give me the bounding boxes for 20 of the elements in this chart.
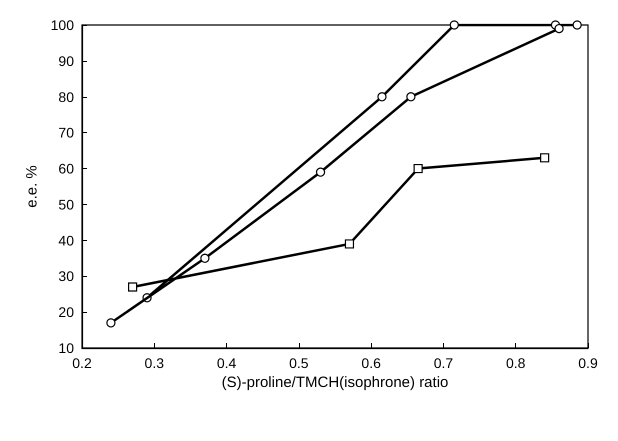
- y-tick-label: 10: [58, 340, 74, 356]
- x-tick-label: 0.5: [289, 355, 309, 371]
- y-tick-label: 60: [58, 160, 74, 177]
- y-tick-label: 70: [58, 124, 74, 141]
- x-tick-label: 0.4: [216, 355, 237, 371]
- y-axis-title: e.e. %: [24, 165, 41, 208]
- y-tick-label: 50: [58, 196, 74, 212]
- y-tick-label: 20: [58, 304, 74, 320]
- x-tick-label: 0.3: [144, 355, 164, 371]
- y-tick-label: 100: [50, 17, 74, 33]
- y-tick-label: 40: [58, 232, 74, 248]
- x-tick-label: 0.2: [72, 355, 92, 371]
- x-tick-label: 0.7: [434, 355, 454, 371]
- y-tick-label: 80: [58, 88, 74, 105]
- x-tick-label: 0.8: [506, 355, 526, 371]
- y-tick-label: 30: [58, 268, 74, 284]
- y-tick-label: 90: [58, 52, 74, 69]
- x-tick-label: 0.6: [361, 355, 382, 371]
- x-axis-title: (S)-proline/TMCH(isophrone) ratio: [222, 374, 448, 391]
- x-tick-label: 0.9: [578, 355, 598, 371]
